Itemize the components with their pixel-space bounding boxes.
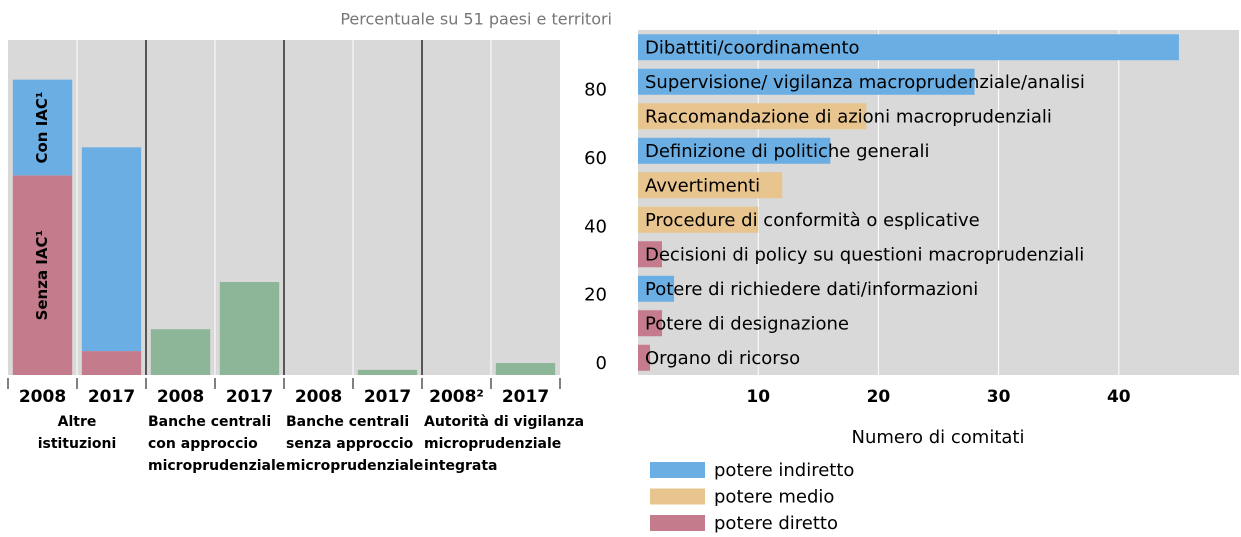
bar bbox=[638, 241, 663, 268]
category-label: Raccomandazione di azioni macroprudenzia… bbox=[645, 106, 1052, 127]
bar-segment bbox=[81, 147, 142, 352]
category-label: Dibattiti/coordinamento bbox=[645, 37, 860, 58]
category-label: Definizione di politiche generali bbox=[645, 141, 930, 162]
group-label: Banche centrali bbox=[148, 414, 271, 430]
x-tick-label: 2017 bbox=[502, 387, 549, 407]
category-label: Potere di designazione bbox=[645, 313, 849, 334]
x-tick-label: 30 bbox=[987, 387, 1011, 407]
group-label: senza approccio bbox=[286, 436, 414, 452]
x-tick-label: 2008 bbox=[19, 387, 66, 407]
group-label: Altre bbox=[58, 414, 97, 430]
group-label: Banche centrali bbox=[286, 414, 409, 430]
group-label: Autorità di vigilanza bbox=[424, 414, 584, 430]
bar-segment bbox=[219, 282, 280, 375]
bar bbox=[638, 310, 663, 337]
legend-label: potere medio bbox=[714, 487, 834, 508]
group-label: microprudenziale bbox=[424, 436, 561, 452]
category-label: Organo di ricorso bbox=[645, 348, 800, 369]
legend-swatch bbox=[650, 488, 705, 505]
x-axis-label: Numero di comitati bbox=[852, 427, 1025, 448]
category-label: Procedure di conformità o esplicative bbox=[645, 210, 980, 231]
x-tick-label: 40 bbox=[1107, 387, 1131, 407]
bar bbox=[638, 137, 831, 164]
x-tick-label: 2017 bbox=[88, 387, 135, 407]
x-tick-label: 10 bbox=[746, 387, 770, 407]
group-label: microprudenziale bbox=[148, 458, 285, 474]
group-label: integrata bbox=[424, 458, 497, 474]
bar-segment bbox=[12, 175, 73, 375]
bar bbox=[638, 172, 783, 199]
bar bbox=[638, 103, 867, 130]
legend-swatch bbox=[650, 515, 705, 531]
bar bbox=[638, 34, 1179, 61]
x-tick-label: 2008 bbox=[295, 387, 342, 407]
x-tick-label: 20 bbox=[867, 387, 891, 407]
bar-segment bbox=[357, 369, 418, 375]
x-tick-label: 2008² bbox=[429, 387, 484, 407]
category-label: Avvertimenti bbox=[645, 175, 760, 196]
y-tick-label: 80 bbox=[584, 80, 607, 101]
y-tick-label: 40 bbox=[584, 216, 607, 237]
group-label: istituzioni bbox=[38, 436, 117, 452]
segment-label: Con IAC¹ bbox=[33, 92, 51, 164]
y-tick-label: 0 bbox=[596, 353, 607, 374]
bar bbox=[638, 68, 975, 95]
category-label: Supervisione/ vigilanza macroprudenziale… bbox=[645, 72, 1085, 93]
legend-label: potere indiretto bbox=[714, 460, 854, 481]
group-label: microprudenziale bbox=[286, 458, 423, 474]
group-label: con approccio bbox=[148, 436, 258, 452]
category-label: Potere di richiedere dati/informazioni bbox=[645, 279, 978, 300]
bar-segment bbox=[495, 363, 556, 375]
bar bbox=[638, 275, 675, 302]
bar-segment bbox=[150, 329, 211, 375]
bar-segment bbox=[12, 79, 73, 176]
bar bbox=[638, 206, 759, 233]
legend-swatch bbox=[650, 462, 705, 478]
segment-label: Senza IAC¹ bbox=[33, 230, 51, 321]
subtitle: Percentuale su 51 paesi e territori bbox=[340, 10, 612, 29]
bar bbox=[638, 344, 651, 371]
category-label: Decisioni di policy su questioni macropr… bbox=[645, 244, 1084, 265]
bar-segment bbox=[81, 351, 142, 375]
legend-label: potere diretto bbox=[714, 513, 838, 534]
x-tick-label: 2017 bbox=[226, 387, 273, 407]
x-tick-label: 2017 bbox=[364, 387, 411, 407]
y-tick-label: 20 bbox=[584, 285, 607, 306]
x-tick-label: 2008 bbox=[157, 387, 204, 407]
y-tick-label: 60 bbox=[584, 148, 607, 169]
